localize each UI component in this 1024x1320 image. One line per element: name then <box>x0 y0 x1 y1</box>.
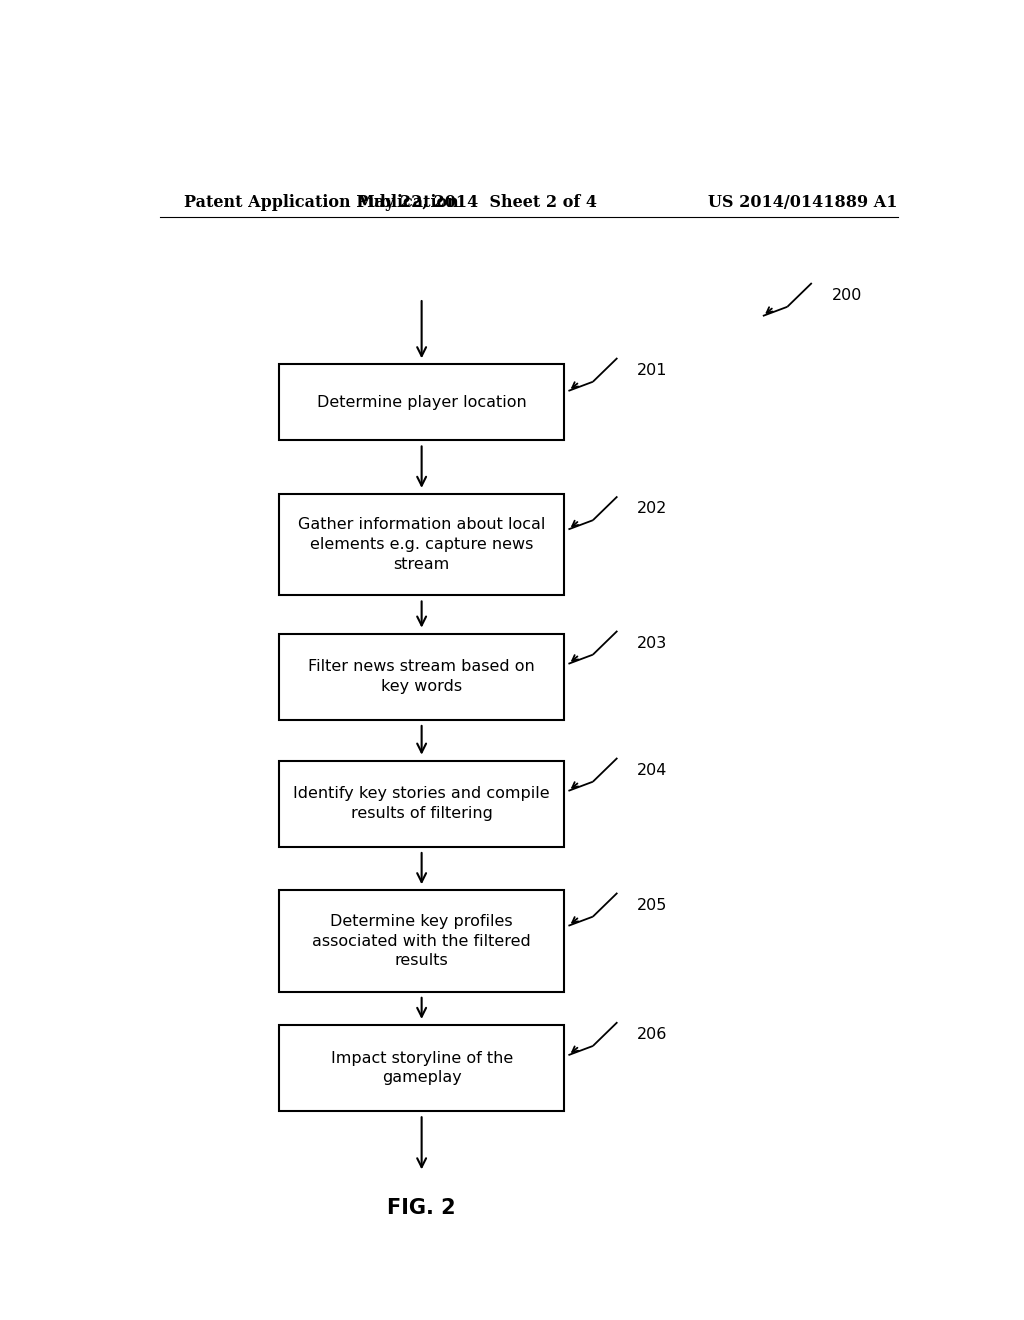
Text: Patent Application Publication: Patent Application Publication <box>183 194 459 211</box>
Text: Identify key stories and compile
results of filtering: Identify key stories and compile results… <box>293 787 550 821</box>
Text: 203: 203 <box>637 635 668 651</box>
FancyBboxPatch shape <box>279 494 564 595</box>
Text: 200: 200 <box>831 288 862 302</box>
Text: Filter news stream based on
key words: Filter news stream based on key words <box>308 660 535 694</box>
Text: Gather information about local
elements e.g. capture news
stream: Gather information about local elements … <box>298 517 546 572</box>
FancyBboxPatch shape <box>279 1024 564 1111</box>
FancyBboxPatch shape <box>279 634 564 719</box>
Text: FIG. 2: FIG. 2 <box>387 1197 456 1218</box>
FancyBboxPatch shape <box>279 364 564 441</box>
Text: Determine player location: Determine player location <box>316 395 526 409</box>
Text: 204: 204 <box>637 763 668 777</box>
Text: 205: 205 <box>637 898 668 912</box>
FancyBboxPatch shape <box>279 890 564 991</box>
FancyBboxPatch shape <box>279 760 564 847</box>
Text: US 2014/0141889 A1: US 2014/0141889 A1 <box>708 194 897 211</box>
Text: Impact storyline of the
gameplay: Impact storyline of the gameplay <box>331 1051 513 1085</box>
Text: 206: 206 <box>637 1027 668 1041</box>
Text: May 22, 2014  Sheet 2 of 4: May 22, 2014 Sheet 2 of 4 <box>357 194 597 211</box>
Text: Determine key profiles
associated with the filtered
results: Determine key profiles associated with t… <box>312 913 531 969</box>
Text: 202: 202 <box>637 502 668 516</box>
Text: 201: 201 <box>637 363 668 378</box>
